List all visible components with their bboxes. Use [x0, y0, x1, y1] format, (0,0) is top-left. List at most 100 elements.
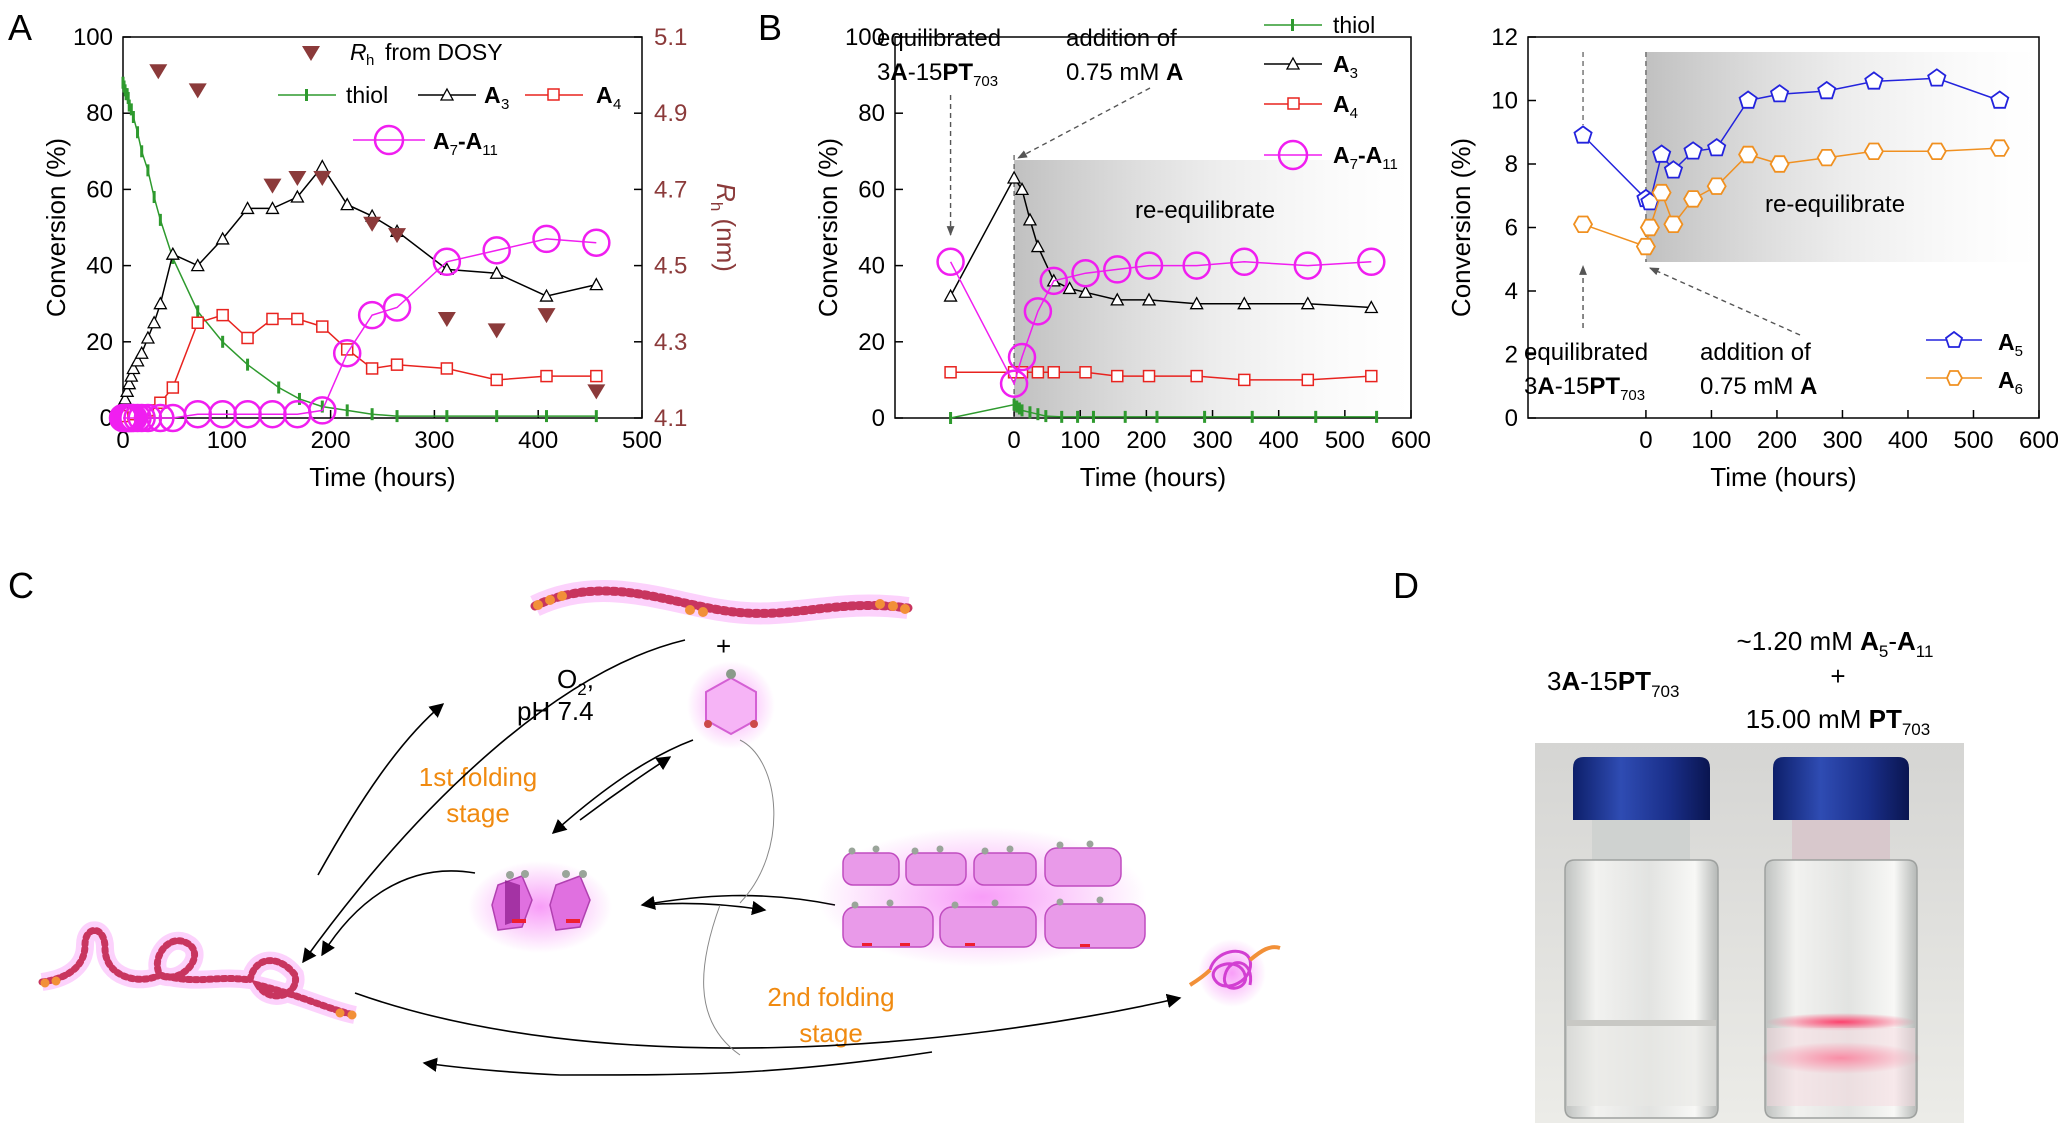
legend-thiol-marker: [305, 89, 308, 101]
series-thiol: [121, 76, 598, 423]
series-b-thiol-point: [1015, 400, 1019, 413]
series-b-a3-point: [1300, 296, 1315, 310]
legend-rh-h: h: [366, 52, 374, 69]
chart-b: thiol A3 A4 A7-A11 equilibrated 3A-15PT7…: [813, 12, 1431, 492]
series-a3-point: [165, 246, 180, 260]
y-tick-label: 60: [86, 176, 113, 203]
series-b-thiol-point: [1028, 406, 1032, 419]
series-a3-point: [130, 353, 145, 367]
series-a7-a11-point: [532, 224, 561, 254]
b2-region-label: re-equilibrate: [1765, 191, 1905, 218]
rh-point: [149, 64, 168, 80]
series-b-a3-point: [943, 288, 958, 302]
series-thiol-point: [370, 408, 374, 421]
chart-b-legend: thiol A3 A4 A7-A11: [1264, 12, 1398, 173]
series-a3-point: [140, 330, 156, 344]
series-b-a3-point: [1364, 300, 1379, 314]
series-a3-point: [153, 296, 168, 310]
series-b2-a5: [1573, 68, 2010, 211]
series-a7-a11-point: [382, 293, 412, 322]
x-tick-label: 100: [207, 427, 247, 454]
series-b-thiol-point: [1375, 410, 1379, 423]
right-label-line1: ~1.20 mM A5-A11: [1737, 626, 1934, 661]
series-b-a4-point: [1301, 373, 1315, 387]
ring-oligomers: [817, 827, 1147, 967]
series-b2-a5-point: [1573, 125, 1593, 144]
arrow-stage1-forward: [551, 739, 694, 834]
series-b-a7-a11-point: [1039, 266, 1069, 296]
ring-b: [905, 852, 967, 886]
series-b-a3-point: [1006, 170, 1022, 184]
series-thiol-point: [277, 381, 281, 394]
panel-label-c: C: [8, 565, 34, 606]
x-tick-label: 500: [1953, 427, 1993, 454]
arrow-dimer-to-coil: [321, 870, 476, 957]
legend-a4-label: A: [596, 82, 613, 108]
y-tick-label: 8: [1505, 151, 1518, 178]
panel-d-left-label: 3A-15PT703: [1547, 666, 1679, 701]
series-b-a7-a11-point: [1182, 251, 1211, 280]
series-a3: [115, 159, 604, 409]
reagent-o2: O2,: [557, 664, 594, 699]
y-tick-label: 2: [1505, 342, 1518, 369]
arrow-to-rings: [642, 900, 767, 916]
panel-d-photo: 3A-15PT703 ~1.20 mM A5-A11 + 15.00 mM PT…: [1535, 626, 1964, 1123]
x-tick-label: 200: [1757, 427, 1797, 454]
series-b-a7-a11-point: [1357, 247, 1386, 277]
series-b-a4-point: [1031, 366, 1045, 379]
series-b-a4-point: [1111, 369, 1124, 383]
chart-b2: A5 A6 equilibrated 3A-15PT703 addition o…: [1446, 24, 2059, 492]
series-a4-point: [154, 396, 167, 410]
series-a4-point: [191, 316, 204, 329]
ring-e: [842, 906, 934, 948]
series-b-thiol-point: [1020, 404, 1024, 417]
y-tick-label: 80: [86, 100, 113, 127]
legend-a3-label: A: [484, 82, 501, 108]
series-b-thiol-point: [1076, 410, 1080, 423]
re-equilibrate-region: [1645, 52, 2039, 262]
series-b2-a5-point: [1990, 90, 2010, 109]
rh-point: [487, 323, 506, 339]
series-a3-point: [290, 189, 305, 203]
stage1-line1: 1st folding: [419, 762, 538, 792]
y-tick-label: 6: [1505, 215, 1518, 242]
legend-thiol-label: thiol: [346, 82, 388, 108]
series-thiol-point: [445, 410, 449, 423]
right-label-line3: 15.00 mM PT703: [1746, 704, 1930, 739]
ring-f: [939, 906, 1037, 948]
series-thiol-point: [140, 145, 144, 158]
series-b2-a5-point: [1652, 144, 1672, 163]
series-b-a7-a11-point: [1023, 297, 1053, 326]
series-thiol-point: [395, 410, 399, 423]
series-b2-a6-point: [1706, 177, 1727, 195]
series-b2-a5-point: [1817, 80, 1837, 100]
series-a3-point: [124, 368, 139, 382]
collapsed-globule: [1188, 939, 1281, 1007]
y-tick-label: 12: [1491, 24, 1518, 51]
series-thiol-point: [345, 404, 349, 417]
series-b-thiol-point: [1155, 410, 1159, 423]
legend-a7a11-label: A7-A11: [433, 128, 498, 159]
x-tick-label: 500: [1325, 427, 1365, 454]
panel-d-right-label: ~1.20 mM A5-A11 + 15.00 mM PT703: [1737, 626, 1934, 739]
y2-tick-label: 4.9: [654, 100, 687, 127]
series-b2-a6-point: [1816, 148, 1837, 167]
x-tick-label: 400: [518, 427, 558, 454]
x-tick-label: 400: [1888, 427, 1928, 454]
y-axis-title: Conversion (%): [1446, 138, 1476, 317]
y-tick-label: 20: [858, 329, 885, 356]
rh-point: [363, 216, 382, 232]
series-b-a3-point: [1014, 182, 1030, 196]
y-tick-label: 4: [1505, 278, 1518, 305]
x-axis-title: Time (hours): [1080, 462, 1226, 492]
series-thiol-point: [131, 111, 135, 124]
plot-frame: [122, 36, 643, 419]
legend-a6-label: A6: [1998, 367, 2023, 398]
b-addition-line1: addition of: [1066, 25, 1177, 52]
series-b-a7-a11-point: [999, 369, 1029, 398]
series-b2-a6-point: [1769, 155, 1790, 173]
series-b-a3-point: [1110, 292, 1125, 306]
series-rh: [149, 64, 606, 400]
series-b-a4-point: [1365, 369, 1378, 383]
rh-point: [188, 83, 207, 99]
